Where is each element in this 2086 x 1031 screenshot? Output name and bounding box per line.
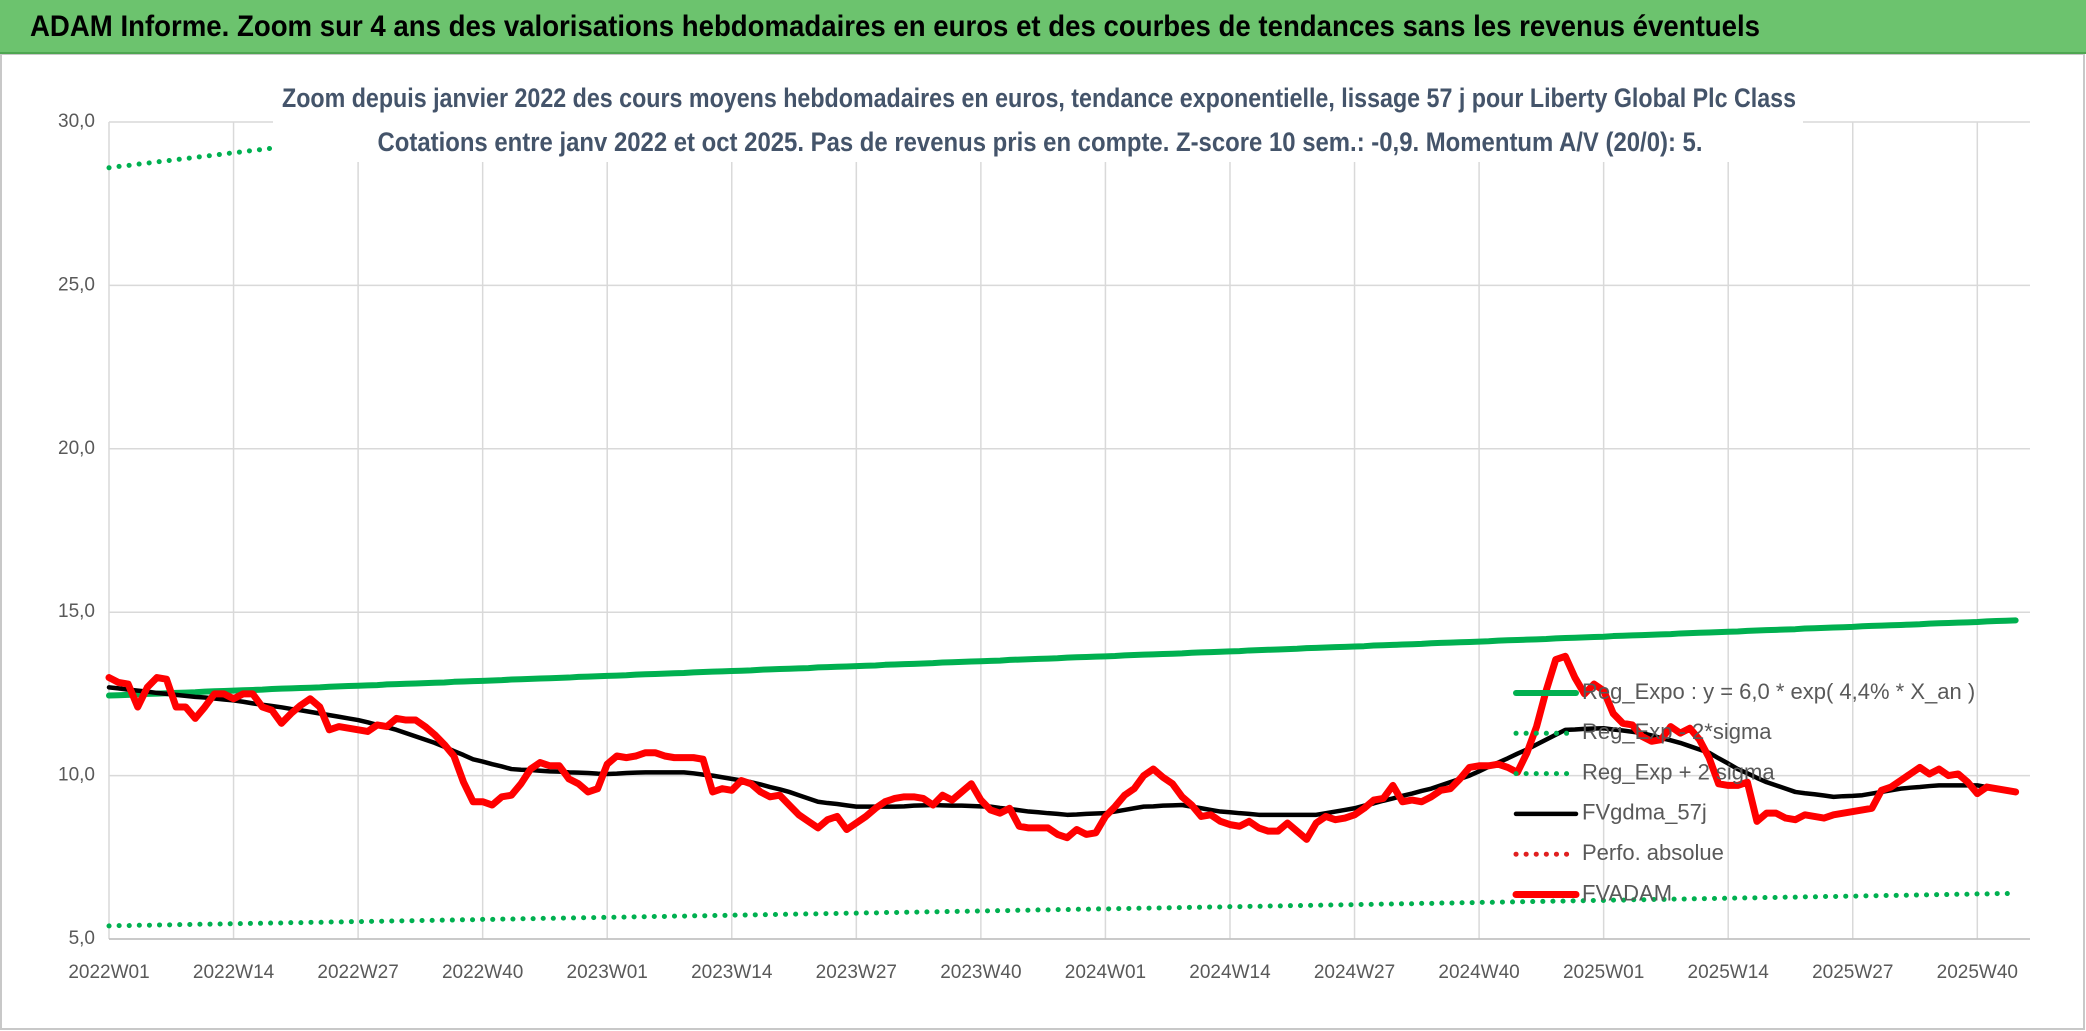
y-tick-label: 30,0 xyxy=(58,111,95,132)
title-bar xyxy=(0,0,2086,53)
x-tick-label: 2023W27 xyxy=(816,962,897,983)
x-tick-label: 2025W14 xyxy=(1688,962,1770,983)
legend-label: FVgdma_57j xyxy=(1582,800,1707,825)
y-tick-label: 25,0 xyxy=(58,274,95,295)
legend-label: FVADAM xyxy=(1582,880,1672,905)
x-tick-label: 2025W01 xyxy=(1563,962,1644,983)
x-tick-label: 2023W40 xyxy=(940,962,1021,983)
series-line xyxy=(106,685,2018,818)
series-line xyxy=(105,652,2020,843)
x-tick-label: 2022W27 xyxy=(317,962,398,983)
legend-label: Reg_Exp - 2*sigma xyxy=(1582,719,1772,744)
y-tick-label: 5,0 xyxy=(69,928,95,949)
legend-label: Reg_Exp + 2 sigma xyxy=(1582,759,1775,784)
chart-subtitle: Cotations entre janv 2022 et oct 2025. P… xyxy=(378,127,1703,157)
x-tick-label: 2024W27 xyxy=(1314,962,1395,983)
legend-label: Perfo. absolue xyxy=(1582,840,1724,865)
x-tick-label: 2022W40 xyxy=(442,962,523,983)
y-tick-label: 20,0 xyxy=(58,438,95,459)
chart-title: Zoom depuis janvier 2022 des cours moyen… xyxy=(282,83,1796,113)
x-tick-label: 2023W01 xyxy=(567,962,648,983)
subtitle-box xyxy=(273,78,1803,162)
x-tick-label: 2024W14 xyxy=(1189,962,1271,983)
x-tick-label: 2025W27 xyxy=(1812,962,1893,983)
y-tick-label: 10,0 xyxy=(58,765,95,786)
x-tick-label: 2022W14 xyxy=(193,962,275,983)
x-tick-label: 2024W40 xyxy=(1438,962,1519,983)
x-tick-label: 2024W01 xyxy=(1065,962,1146,983)
x-tick-label: 2022W01 xyxy=(68,962,149,983)
x-tick-label: 2023W14 xyxy=(691,962,773,983)
x-tick-label: 2025W40 xyxy=(1937,962,2018,983)
page-title: ADAM Informe. Zoom sur 4 ans des valoris… xyxy=(30,10,1760,43)
y-tick-label: 15,0 xyxy=(58,601,95,622)
legend-label: Reg_Expo : y = 6,0 * exp( 4,4% * X_an ) xyxy=(1582,679,1975,704)
series-line xyxy=(106,617,2019,699)
